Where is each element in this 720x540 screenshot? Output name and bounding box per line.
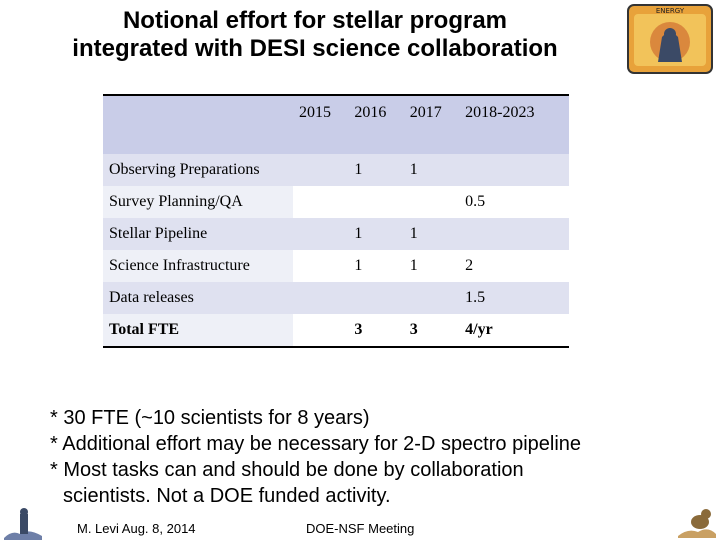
cell-2018-2023: 1.5 (459, 282, 569, 314)
header-blank (103, 95, 293, 154)
cell-2016 (348, 282, 404, 314)
cell-2018-2023: 0.5 (459, 186, 569, 218)
cell-2018-2023: 2 (459, 250, 569, 282)
cell-2015 (293, 186, 349, 218)
effort-table: 2015 2016 2017 2018-2023 Observing Prepa… (103, 94, 569, 348)
bottom-left-figure-icon (4, 508, 42, 540)
row-label: Survey Planning/QA (103, 186, 293, 218)
table-row: Stellar Pipeline 1 1 (103, 218, 569, 250)
cell-2015 (293, 314, 349, 347)
table-header-row: 2015 2016 2017 2018-2023 (103, 95, 569, 154)
cell-2017: 1 (403, 154, 460, 186)
logo-text: ENERGY (656, 7, 685, 15)
cell-2016: 1 (348, 218, 404, 250)
table-row: Survey Planning/QA 0.5 (103, 186, 569, 218)
row-label: Observing Preparations (103, 154, 293, 186)
row-label: Data releases (103, 282, 293, 314)
cell-2016: 1 (348, 250, 404, 282)
cell-2017: 1 (403, 250, 460, 282)
header-2016: 2016 (348, 95, 404, 154)
cell-2018-2023: 4/yr (459, 314, 569, 347)
bottom-right-figure-icon (678, 509, 716, 538)
cell-2017 (403, 186, 460, 218)
note-item: scientists. Not a DOE funded activity. (63, 485, 391, 507)
header-2018-2023: 2018-2023 (459, 95, 569, 154)
cell-2018-2023 (459, 218, 569, 250)
cell-2015 (293, 218, 349, 250)
cell-2015 (293, 282, 349, 314)
note-item: * Additional effort may be necessary for… (50, 433, 582, 455)
cell-2016: 3 (348, 314, 404, 347)
header-2015: 2015 (293, 95, 349, 154)
footer-author-date: M. Levi Aug. 8, 2014 (77, 521, 196, 536)
header-2017: 2017 (403, 95, 460, 154)
row-label: Stellar Pipeline (103, 218, 293, 250)
table-row-total: Total FTE 3 3 4/yr (103, 314, 569, 347)
title-line-2: integrated with DESI science collaborati… (72, 35, 558, 62)
cell-2018-2023 (459, 154, 569, 186)
cell-2015 (293, 250, 349, 282)
title-line-1: Notional effort for stellar program (122, 7, 508, 34)
slide-title: Notional effort for stellar program inte… (20, 7, 610, 63)
footer-meeting: DOE-NSF Meeting (306, 521, 415, 536)
energy-logo-icon: ENERGY (627, 4, 713, 74)
row-label: Science Infrastructure (103, 250, 293, 282)
cell-2015 (293, 154, 349, 186)
note-item: * 30 FTE (~10 scientists for 8 years) (50, 407, 370, 429)
cell-2017: 1 (403, 218, 460, 250)
table-row: Science Infrastructure 1 1 2 (103, 250, 569, 282)
table-row: Data releases 1.5 (103, 282, 569, 314)
cell-2017 (403, 282, 460, 314)
cell-2016 (348, 186, 404, 218)
cell-2016: 1 (348, 154, 404, 186)
notes-list: * 30 FTE (~10 scientists for 8 years) * … (50, 405, 581, 509)
row-label: Total FTE (103, 314, 293, 347)
cell-2017: 3 (403, 314, 460, 347)
table-row: Observing Preparations 1 1 (103, 154, 569, 186)
note-item: * Most tasks can and should be done by c… (50, 459, 524, 481)
